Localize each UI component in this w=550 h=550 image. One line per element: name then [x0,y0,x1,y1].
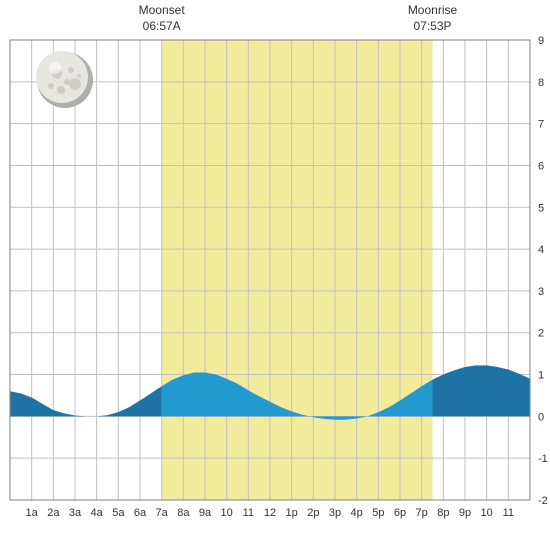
x-tick-label: 9p [459,507,471,519]
x-tick-label: 2a [47,507,60,519]
x-tick-label: 7a [156,507,169,519]
x-tick-label: 12 [264,507,276,519]
x-tick-label: 5a [112,507,125,519]
y-tick-label: 6 [538,160,544,172]
x-tick-label: 6p [394,507,406,519]
y-tick-label: 3 [538,286,544,298]
x-tick-label: 1a [26,507,39,519]
x-tick-label: 4a [91,507,104,519]
x-tick-label: 10 [221,507,233,519]
x-tick-label: 1p [286,507,298,519]
moonset-label-title: Moonset [139,3,186,17]
daylight-band [162,40,433,500]
y-tick-label: 5 [538,202,544,214]
y-tick-label: 9 [538,35,544,47]
y-tick-label: -1 [538,453,548,465]
x-tick-label: 4p [351,507,363,519]
y-tick-label: 0 [538,411,544,423]
y-tick-label: 4 [538,244,544,256]
y-tick-label: -2 [538,495,548,507]
x-tick-label: 8a [177,507,190,519]
y-tick-label: 8 [538,77,544,89]
x-tick-label: 11 [503,507,514,519]
x-tick-label: 3a [69,507,82,519]
x-tick-label: 3p [329,507,341,519]
tide-chart: 1a2a3a4a5a6a7a8a9a1011121p2p3p4p5p6p7p8p… [0,0,550,550]
x-tick-label: 9a [199,507,212,519]
x-tick-label: 5p [372,507,384,519]
x-tick-label: 11 [243,507,254,519]
y-tick-label: 1 [538,370,544,382]
y-tick-label: 7 [538,119,544,131]
x-tick-label: 6a [134,507,147,519]
moonrise-label-title: Moonrise [408,3,458,17]
y-tick-label: 2 [538,328,544,340]
x-tick-label: 10 [481,507,493,519]
tide-chart-container: 1a2a3a4a5a6a7a8a9a1011121p2p3p4p5p6p7p8p… [0,0,550,550]
x-tick-label: 2p [307,507,319,519]
moonrise-label-time: 07:53P [413,19,451,33]
x-tick-label: 8p [437,507,449,519]
x-tick-label: 7p [416,507,428,519]
moonset-label-time: 06:57A [143,19,181,33]
